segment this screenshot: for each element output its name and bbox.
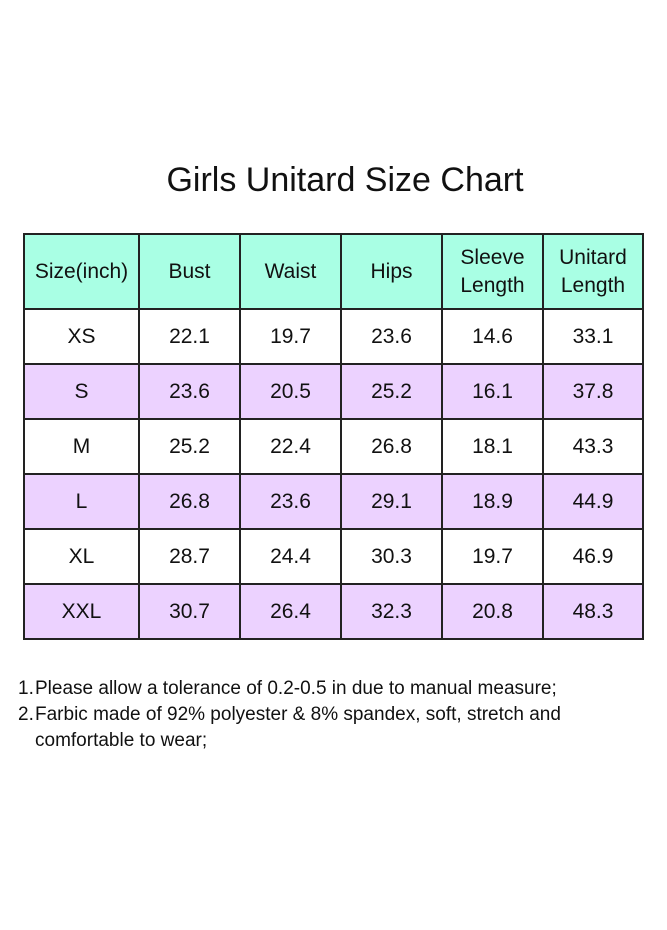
- unitard-length-cell: 44.9: [542, 473, 644, 530]
- sleeve-length-cell: 19.7: [441, 528, 544, 585]
- header-bust: Bust: [138, 233, 241, 310]
- size-cell: XS: [23, 308, 140, 365]
- size-cell: S: [23, 363, 140, 420]
- hips-cell: 29.1: [340, 473, 443, 530]
- unitard-length-cell: 46.9: [542, 528, 644, 585]
- bust-cell: 28.7: [138, 528, 241, 585]
- header-sleeve-length: Sleeve Length: [441, 233, 544, 310]
- sleeve-length-cell: 18.9: [441, 473, 544, 530]
- page-title: Girls Unitard Size Chart: [166, 161, 524, 199]
- header-unitard-length: Unitard Length: [542, 233, 644, 310]
- waist-cell: 20.5: [239, 363, 342, 420]
- sleeve-length-cell: 18.1: [441, 418, 544, 475]
- waist-cell: 22.4: [239, 418, 342, 475]
- waist-cell: 23.6: [239, 473, 342, 530]
- hips-cell: 30.3: [340, 528, 443, 585]
- header-hips: Hips: [340, 233, 443, 310]
- header-size: Size(inch): [23, 233, 140, 310]
- size-cell: L: [23, 473, 140, 530]
- note-number: 1.: [18, 678, 34, 699]
- table-header-row: Size(inch) Bust Waist Hips Sleeve Length …: [23, 233, 644, 310]
- hips-cell: 23.6: [340, 308, 443, 365]
- table-row: L 26.8 23.6 29.1 18.9 44.9: [23, 473, 644, 530]
- note-number: 2.: [18, 704, 34, 725]
- note-tolerance: 1. Please allow a tolerance of 0.2-0.5 in…: [18, 676, 663, 702]
- unitard-length-cell: 43.3: [542, 418, 644, 475]
- sleeve-length-cell: 16.1: [441, 363, 544, 420]
- note-fabric: 2. Farbic made of 92% polyester & 8% span…: [18, 702, 663, 754]
- size-cell: M: [23, 418, 140, 475]
- table-row: S 23.6 20.5 25.2 16.1 37.8: [23, 363, 644, 420]
- bust-cell: 25.2: [138, 418, 241, 475]
- hips-cell: 32.3: [340, 583, 443, 640]
- unitard-length-cell: 48.3: [542, 583, 644, 640]
- waist-cell: 26.4: [239, 583, 342, 640]
- hips-cell: 26.8: [340, 418, 443, 475]
- waist-cell: 19.7: [239, 308, 342, 365]
- table-row: XS 22.1 19.7 23.6 14.6 33.1: [23, 308, 644, 365]
- note-text: Please allow a tolerance of 0.2-0.5 in d…: [35, 678, 557, 699]
- bust-cell: 26.8: [138, 473, 241, 530]
- notes-section: 1. Please allow a tolerance of 0.2-0.5 in…: [18, 676, 663, 754]
- bust-cell: 22.1: [138, 308, 241, 365]
- header-waist: Waist: [239, 233, 342, 310]
- bust-cell: 23.6: [138, 363, 241, 420]
- sleeve-length-cell: 14.6: [441, 308, 544, 365]
- unitard-length-cell: 33.1: [542, 308, 644, 365]
- size-chart-table: Size(inch) Bust Waist Hips Sleeve Length …: [23, 233, 644, 640]
- waist-cell: 24.4: [239, 528, 342, 585]
- size-cell: XL: [23, 528, 140, 585]
- hips-cell: 25.2: [340, 363, 443, 420]
- unitard-length-cell: 37.8: [542, 363, 644, 420]
- bust-cell: 30.7: [138, 583, 241, 640]
- table-row: XXL 30.7 26.4 32.3 20.8 48.3: [23, 583, 644, 640]
- table-row: XL 28.7 24.4 30.3 19.7 46.9: [23, 528, 644, 585]
- size-cell: XXL: [23, 583, 140, 640]
- sleeve-length-cell: 20.8: [441, 583, 544, 640]
- table-row: M 25.2 22.4 26.8 18.1 43.3: [23, 418, 644, 475]
- note-text: Farbic made of 92% polyester & 8% spande…: [35, 704, 561, 751]
